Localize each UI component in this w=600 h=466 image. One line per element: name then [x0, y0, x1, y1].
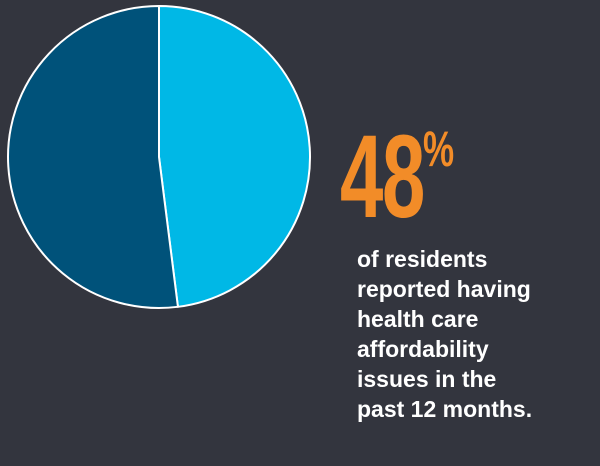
pie-slice-1 — [158, 5, 311, 308]
caption-line: issues in the — [357, 366, 497, 392]
caption-line: reported having — [357, 276, 531, 302]
stat-caption: of residents reported having health care… — [357, 244, 597, 424]
pie-chart — [7, 5, 311, 309]
stat-value: 48 — [340, 111, 425, 243]
stat-callout: 48 % — [340, 118, 468, 236]
caption-line: affordability — [357, 336, 489, 362]
caption-line: of residents — [357, 246, 488, 272]
stat-percent-sign: % — [423, 121, 455, 177]
pie-slice-2 — [7, 5, 179, 309]
caption-line: health care — [357, 306, 479, 332]
caption-line: past 12 months. — [357, 396, 533, 422]
